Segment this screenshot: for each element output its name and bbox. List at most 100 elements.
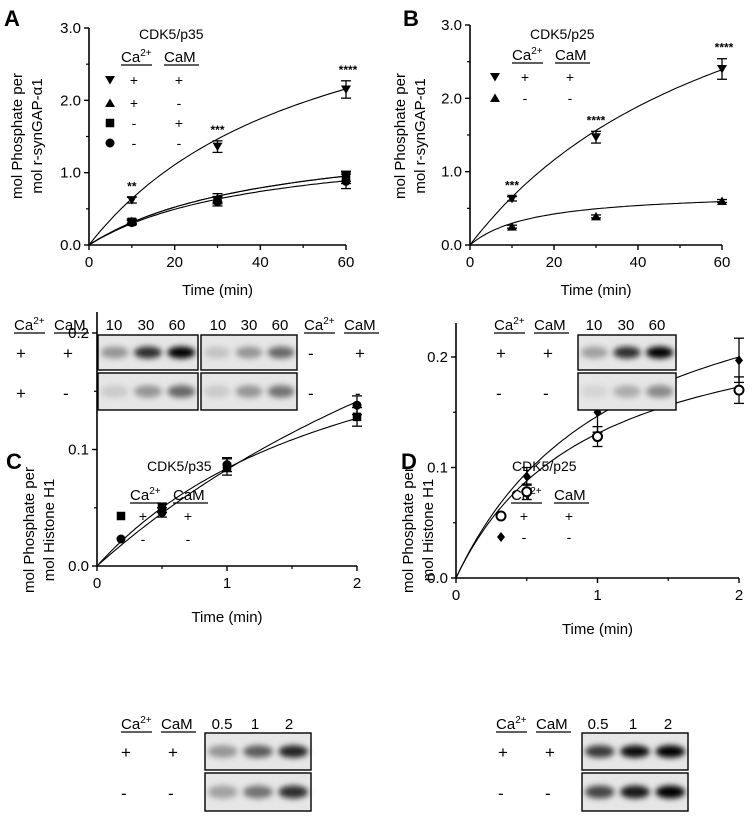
blot-band — [645, 385, 674, 398]
cam-header-label: CaM — [555, 47, 587, 64]
ca-header-label: Ca2+ — [304, 316, 335, 334]
blot-ca-sign: - — [121, 784, 127, 803]
x-tick-label: 0 — [466, 254, 474, 271]
lane-time-label: 60 — [272, 317, 289, 334]
blot-band — [203, 346, 231, 359]
panel-D: D 0.0 0.1 0.2 0 1 2 Time (min) mol Phosphate per… — [400, 323, 745, 638]
circle-marker — [222, 460, 232, 470]
ca-header-label: Ca2+ — [496, 715, 527, 733]
ca-header-label: Ca2+ — [14, 316, 45, 334]
blot-ca-sign: - — [308, 384, 314, 403]
blot-band — [580, 385, 609, 398]
cam-header: CaM — [536, 716, 571, 733]
blot-band — [134, 346, 162, 359]
panel-letter: D — [401, 449, 417, 474]
blot-cam-sign: - — [168, 784, 174, 803]
legend-cam-sign: + — [566, 69, 574, 85]
blot-strip — [581, 732, 689, 771]
y-axis-label: mol Histone H1 — [41, 479, 58, 582]
blot-ca-sign: - — [308, 344, 314, 363]
ca-header: Ca2+ — [496, 715, 527, 733]
blot-ca-sign: + — [16, 384, 26, 403]
blot-A: Ca2+ CaM + + + - 10 30 60 10 30 60 Ca2+ CaM - + - - — [14, 316, 379, 411]
x-axis-label: Time (min) — [191, 609, 262, 626]
significance-label: **** — [715, 41, 734, 55]
blot-band — [167, 346, 196, 359]
lane-time-label: 60 — [649, 317, 666, 334]
blot-cam-sign: - — [543, 384, 549, 403]
x-axis-label: Time (min) — [562, 621, 633, 638]
y-axis-label: mol r-synGAP-α1 — [29, 78, 46, 193]
x-tick-label: 2 — [735, 587, 743, 604]
cam-header-label: CaM — [534, 317, 566, 334]
y-tick-label: 0.1 — [427, 460, 448, 477]
blot-band — [655, 785, 686, 799]
y-axis-label: mol r-synGAP-α1 — [412, 78, 429, 193]
blot-band — [207, 785, 238, 799]
blot-cam-sign: + — [168, 743, 178, 762]
blot-band — [207, 745, 238, 758]
blot-ca-sign: + — [121, 743, 131, 762]
lane-time-label: 60 — [169, 317, 186, 334]
blot-band — [584, 785, 615, 799]
blot-band — [613, 346, 641, 359]
y-tick-label: 2.0 — [441, 90, 462, 107]
cam-header-label: CaM — [54, 317, 86, 334]
blot-cam-sign: - — [63, 384, 69, 403]
triangle-down-marker — [212, 142, 223, 152]
y-axis-label: mol Phosphate per — [9, 73, 26, 199]
x-tick-label: 60 — [714, 254, 731, 271]
y-axis-label: mol Histone H1 — [420, 479, 437, 582]
circle-marker — [105, 138, 115, 148]
lane-time-label: 10 — [210, 317, 227, 334]
blot-band — [613, 385, 641, 398]
cam-header: CaM — [344, 317, 379, 334]
cam-header-label: CaM — [344, 317, 376, 334]
circle-open-marker — [495, 510, 507, 522]
blot-strip — [200, 334, 298, 371]
blot-cam-sign: + — [545, 743, 555, 762]
y-axis-label: mol Phosphate per — [400, 467, 417, 593]
ca-header: Ca2+ — [512, 46, 543, 64]
blot-D: Ca2+ CaM + + - - 0.5 1 2 — [496, 715, 689, 812]
blot-strip — [204, 732, 312, 771]
triangle-up-marker — [717, 196, 727, 205]
legend-cam-sign: + — [565, 508, 573, 524]
blot-B: Ca2+ CaM + + - - 10 30 60 — [494, 316, 677, 411]
cam-header: CaM — [555, 47, 590, 64]
legend-ca-sign: + — [130, 72, 138, 88]
blot-band — [203, 385, 231, 398]
cam-header-label: CaM — [554, 487, 586, 504]
legend-cam-sign: - — [567, 529, 572, 545]
legend-ca-sign: - — [522, 529, 527, 545]
blot-band — [620, 785, 650, 799]
x-tick-label: 1 — [223, 575, 231, 592]
blot-band — [134, 385, 162, 398]
blot-strip — [581, 772, 689, 812]
lane-time-label: 0.5 — [212, 716, 233, 733]
blot-band — [278, 745, 309, 758]
y-tick-label: 0.0 — [60, 237, 81, 254]
blot-band — [584, 745, 615, 758]
blot-strip — [577, 334, 677, 371]
triangle-down-marker — [341, 85, 351, 94]
diamond-marker — [497, 532, 505, 542]
triangle-down-marker — [591, 133, 601, 142]
legend-ca-sign: + — [521, 69, 529, 85]
circle-marker — [352, 400, 362, 410]
x-tick-label: 0 — [452, 587, 460, 604]
triangle-up-marker — [490, 93, 500, 102]
blot-band — [167, 385, 196, 398]
blot-band — [580, 346, 609, 359]
x-tick-label: 40 — [630, 254, 647, 271]
ca-header-label: Ca2+ — [512, 46, 543, 64]
panel-A: A 0.0 1.0 2.0 3.0 0 20 40 60 Time (min) mol Phosph… — [4, 6, 358, 299]
blot-ca-sign: - — [496, 384, 502, 403]
triangle-down-marker — [717, 65, 727, 74]
x-tick-label: 0 — [85, 254, 93, 271]
x-tick-label: 20 — [546, 254, 563, 271]
diamond-marker — [735, 355, 743, 366]
circle-open-marker — [521, 486, 533, 498]
